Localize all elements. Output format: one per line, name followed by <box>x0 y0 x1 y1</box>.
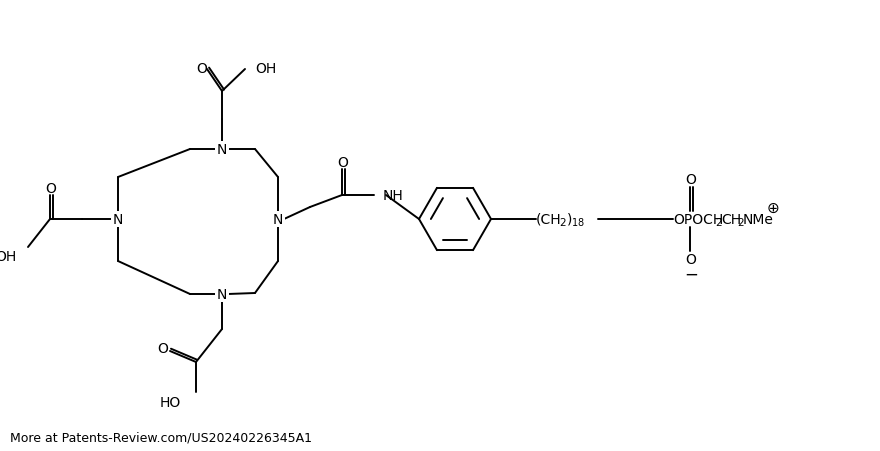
Text: N: N <box>216 287 227 301</box>
Text: O: O <box>686 173 696 187</box>
Text: O: O <box>196 62 208 76</box>
Text: O: O <box>686 253 696 267</box>
Text: HO: HO <box>160 395 181 409</box>
Text: CH: CH <box>721 212 741 226</box>
Text: N: N <box>273 212 283 226</box>
Text: N: N <box>113 212 123 226</box>
Text: −: − <box>684 265 698 283</box>
Text: )$_{18}$: )$_{18}$ <box>566 211 585 228</box>
Text: O: O <box>338 156 348 170</box>
Text: N: N <box>216 143 227 156</box>
Text: More at Patents-Review.com/US20240226345A1: More at Patents-Review.com/US20240226345… <box>10 431 312 444</box>
Text: O: O <box>46 182 56 196</box>
Text: OPOCH: OPOCH <box>673 212 723 226</box>
Text: ⊕: ⊕ <box>766 200 780 215</box>
Text: OH: OH <box>0 249 16 263</box>
Text: 2: 2 <box>737 217 744 227</box>
Text: OH: OH <box>255 62 276 76</box>
Text: O: O <box>158 341 168 355</box>
Text: (CH: (CH <box>536 212 561 226</box>
Text: NH: NH <box>383 189 404 202</box>
Text: 2: 2 <box>559 217 566 227</box>
Text: 2: 2 <box>715 217 722 227</box>
Text: NMe: NMe <box>743 212 774 226</box>
